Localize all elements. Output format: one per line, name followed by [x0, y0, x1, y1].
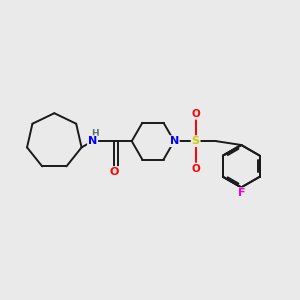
Text: O: O [191, 109, 200, 119]
Text: O: O [191, 164, 200, 173]
Text: S: S [192, 136, 200, 146]
Text: N: N [88, 136, 97, 146]
Text: O: O [110, 167, 119, 177]
Text: F: F [238, 188, 245, 198]
Text: N: N [169, 136, 179, 146]
Text: H: H [91, 129, 98, 138]
